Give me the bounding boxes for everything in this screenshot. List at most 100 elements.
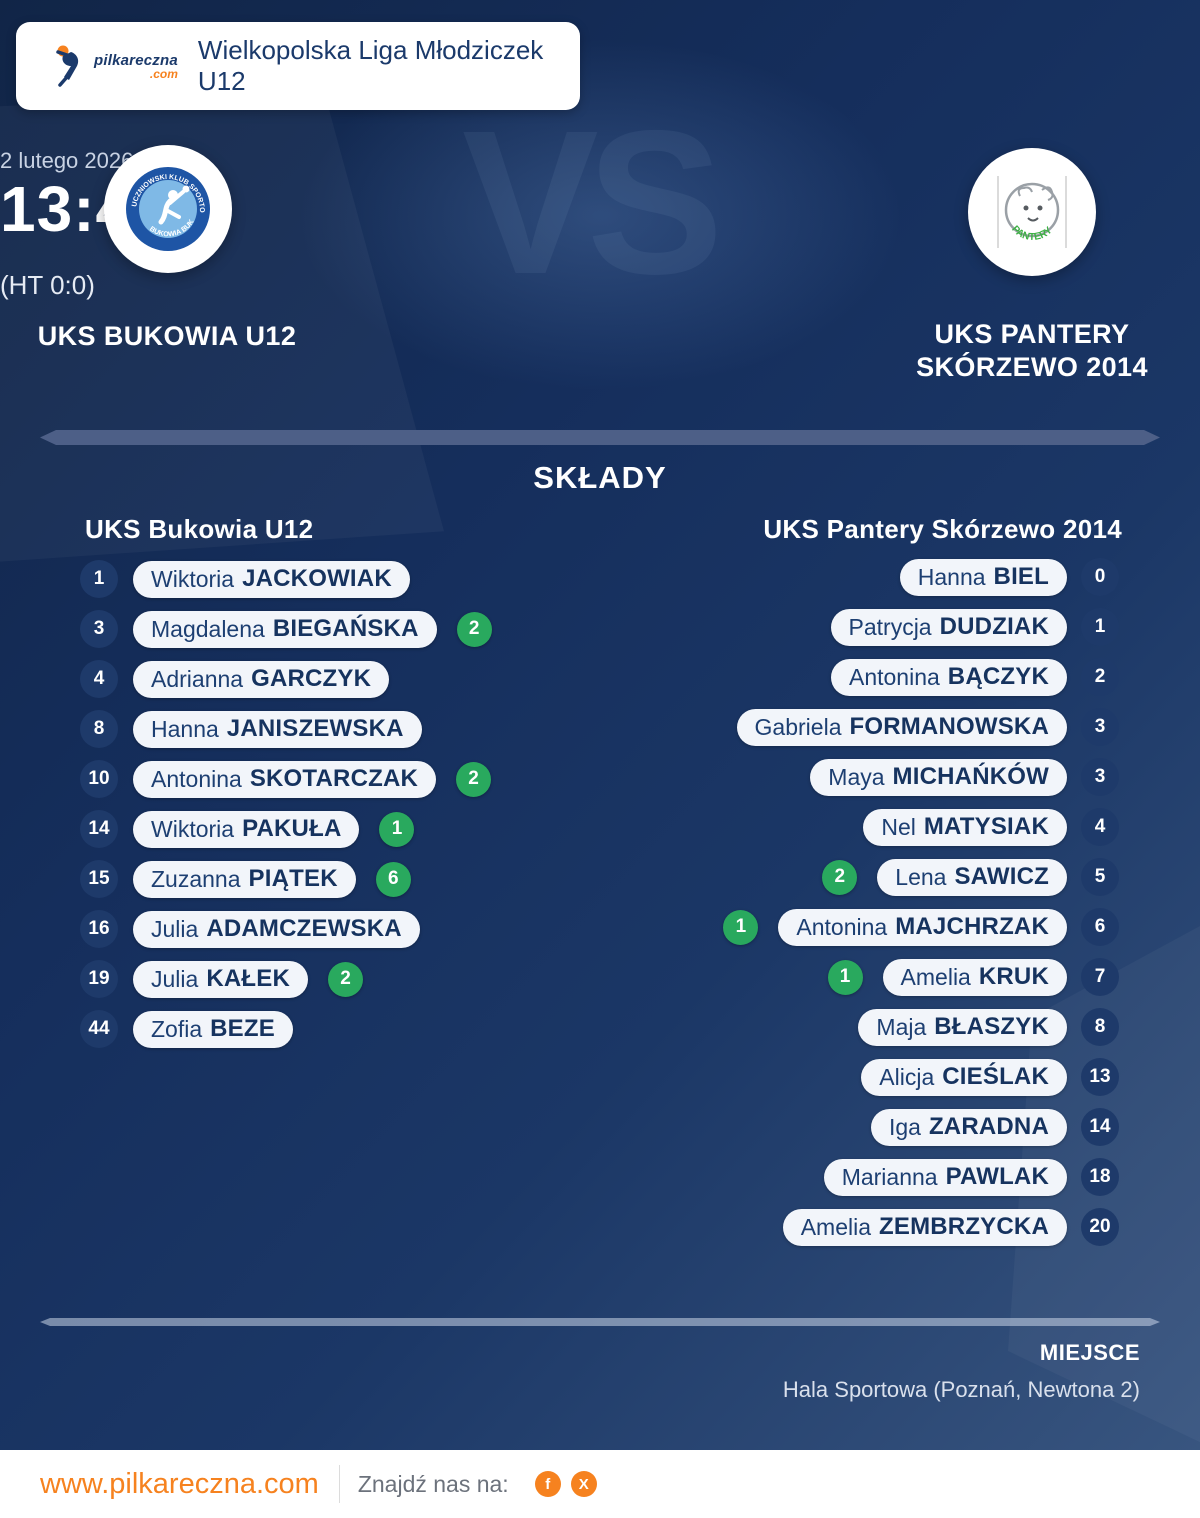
away-team-name-line1: UKS PANTERY <box>934 319 1130 349</box>
player-last-name: DUDZIAK <box>939 613 1049 640</box>
player-row: 1 Patrycja DUDZIAK <box>479 602 1119 652</box>
svg-text:PANTERY: PANTERY <box>1009 224 1055 243</box>
player-name-pill: Wiktoria PAKUŁA <box>133 810 360 848</box>
player-last-name: SKOTARCZAK <box>249 765 419 792</box>
website-link[interactable]: www.pilkareczna.com <box>40 1467 319 1500</box>
brand-name: pilkareczna <box>94 51 178 69</box>
brand-tld: .com <box>149 66 178 81</box>
jersey-number: 8 <box>80 710 118 748</box>
player-last-name: FORMANOWSKA <box>849 713 1049 740</box>
player-name-pill: Lena SAWICZ <box>877 858 1067 896</box>
away-roster: 0 Hanna BIEL 1 Patrycja DUDZIAK 2 Antoni… <box>479 552 1119 1252</box>
goals-badge: 6 <box>375 861 411 897</box>
league-title: Wielkopolska Liga Młodziczek U12 <box>197 35 544 96</box>
jersey-number: 14 <box>1081 1108 1119 1146</box>
goals-badge: 2 <box>456 761 492 797</box>
player-name-pill: Magdalena BIEGAŃSKA <box>133 610 437 648</box>
jersey-number: 0 <box>1081 558 1119 596</box>
away-team-name: UKS PANTERY SKÓRZEWO 2014 <box>882 318 1182 384</box>
player-row: 16 Julia ADAMCZEWSKA <box>80 904 492 954</box>
player-last-name: MAJCHRZAK <box>895 913 1049 940</box>
player-name-pill: Marianna PAWLAK <box>823 1158 1067 1196</box>
player-last-name: KRUK <box>978 963 1049 990</box>
goals-badge: 2 <box>822 859 858 895</box>
player-first-name: Wiktoria <box>151 565 235 592</box>
player-name-pill: Iga ZARADNA <box>870 1108 1067 1146</box>
player-name-pill: Amelia KRUK <box>882 958 1067 996</box>
jersey-number: 2 <box>1081 658 1119 696</box>
player-name-pill: Antonina BĄCZYK <box>830 658 1067 696</box>
player-first-name: Julia <box>151 915 199 942</box>
player-first-name: Nel <box>881 813 916 840</box>
header-card: pilkareczna .com Wielkopolska Liga Młodz… <box>16 22 580 110</box>
player-name-pill: Adrianna GARCZYK <box>133 660 390 698</box>
player-first-name: Amelia <box>900 963 971 990</box>
player-last-name: JANISZEWSKA <box>226 715 404 742</box>
player-name-pill: Patrycja DUDZIAK <box>830 608 1067 646</box>
halftime-score: (HT 0:0) <box>0 270 95 300</box>
brand-logo: pilkareczna .com <box>50 44 178 88</box>
pantery-badge-icon: PANTERY <box>997 176 1067 248</box>
home-team-name: UKS BUKOWIA U12 <box>37 321 297 351</box>
player-name-pill: Hanna JANISZEWSKA <box>133 710 422 748</box>
player-name-pill: Amelia ZEMBRZYCKA <box>782 1208 1067 1246</box>
player-first-name: Hanna <box>917 563 986 590</box>
player-first-name: Patrycja <box>848 613 932 640</box>
match-date: 2 lutego 2026 <box>0 148 134 173</box>
player-first-name: Wiktoria <box>151 815 235 842</box>
jersey-number: 18 <box>1081 1158 1119 1196</box>
player-last-name: PIĄTEK <box>248 865 338 892</box>
player-last-name: MATYSIAK <box>923 813 1049 840</box>
player-first-name: Antonina <box>796 913 888 940</box>
section-divider <box>40 430 1160 445</box>
player-name-pill: Hanna BIEL <box>899 558 1067 596</box>
player-row: 14 Iga ZARADNA <box>479 1102 1119 1152</box>
jersey-number: 4 <box>1081 808 1119 846</box>
player-name-pill: Wiktoria JACKOWIAK <box>133 560 410 598</box>
jersey-number: 15 <box>80 860 118 898</box>
jersey-number: 20 <box>1081 1208 1119 1246</box>
away-lineup-header: UKS Pantery Skórzewo 2014 <box>763 514 1122 544</box>
venue-label: MIEJSCE <box>1039 1340 1140 1365</box>
player-last-name: MICHAŃKÓW <box>892 763 1049 790</box>
player-last-name: BIEL <box>993 563 1049 590</box>
player-row: 4 Adrianna GARCZYK <box>80 654 492 704</box>
player-row: 1 Wiktoria JACKOWIAK <box>80 554 492 604</box>
player-row: 13 Alicja CIEŚLAK <box>479 1052 1119 1102</box>
facebook-icon[interactable]: f <box>534 1471 561 1497</box>
player-last-name: PAWLAK <box>945 1163 1049 1190</box>
player-last-name: JACKOWIAK <box>242 565 392 592</box>
goals-badge: 1 <box>723 909 759 945</box>
goals-badge: 2 <box>327 961 363 997</box>
player-row: 4 Nel MATYSIAK <box>479 802 1119 852</box>
player-row: 2 Antonina BĄCZYK <box>479 652 1119 702</box>
player-last-name: PAKUŁA <box>242 815 342 842</box>
jersey-number: 3 <box>1081 708 1119 746</box>
goals-badge: 2 <box>456 611 492 647</box>
home-roster: 1 Wiktoria JACKOWIAK 3 Magdalena BIEGAŃS… <box>80 554 492 1054</box>
away-team-logo: PANTERY <box>968 148 1096 276</box>
player-name-pill: Julia ADAMCZEWSKA <box>133 910 420 948</box>
jersey-number: 14 <box>80 810 118 848</box>
player-last-name: GARCZYK <box>251 665 372 692</box>
home-team-logo: UCZNIOWSKI KLUB SPORTOWY BUKOWIA BUK <box>104 145 232 273</box>
venue-block: MIEJSCE Hala Sportowa (Poznań, Newtona 2… <box>783 1340 1140 1403</box>
player-name-pill: Nel MATYSIAK <box>863 808 1067 846</box>
venue-value: Hala Sportowa (Poznań, Newtona 2) <box>782 1377 1140 1402</box>
x-icon[interactable]: X <box>570 1471 597 1497</box>
player-row: 7 Amelia KRUK 1 <box>479 952 1119 1002</box>
player-row: 19 Julia KAŁEK 2 <box>80 954 492 1004</box>
jersey-number: 16 <box>80 910 118 948</box>
vs-watermark: VS <box>462 88 723 317</box>
player-first-name: Marianna <box>841 1163 938 1190</box>
player-last-name: CIEŚLAK <box>942 1063 1049 1090</box>
player-row: 8 Maja BŁASZYK <box>479 1002 1119 1052</box>
footer-bar: www.pilkareczna.com Znajdź nas na: f X <box>0 1450 1200 1518</box>
find-us-label: Znajdź nas na: <box>357 1470 509 1497</box>
player-first-name: Amelia <box>800 1213 871 1240</box>
jersey-number: 13 <box>1081 1058 1119 1096</box>
player-row: 8 Hanna JANISZEWSKA <box>80 704 492 754</box>
player-first-name: Maja <box>876 1013 927 1040</box>
player-first-name: Gabriela <box>754 713 842 740</box>
